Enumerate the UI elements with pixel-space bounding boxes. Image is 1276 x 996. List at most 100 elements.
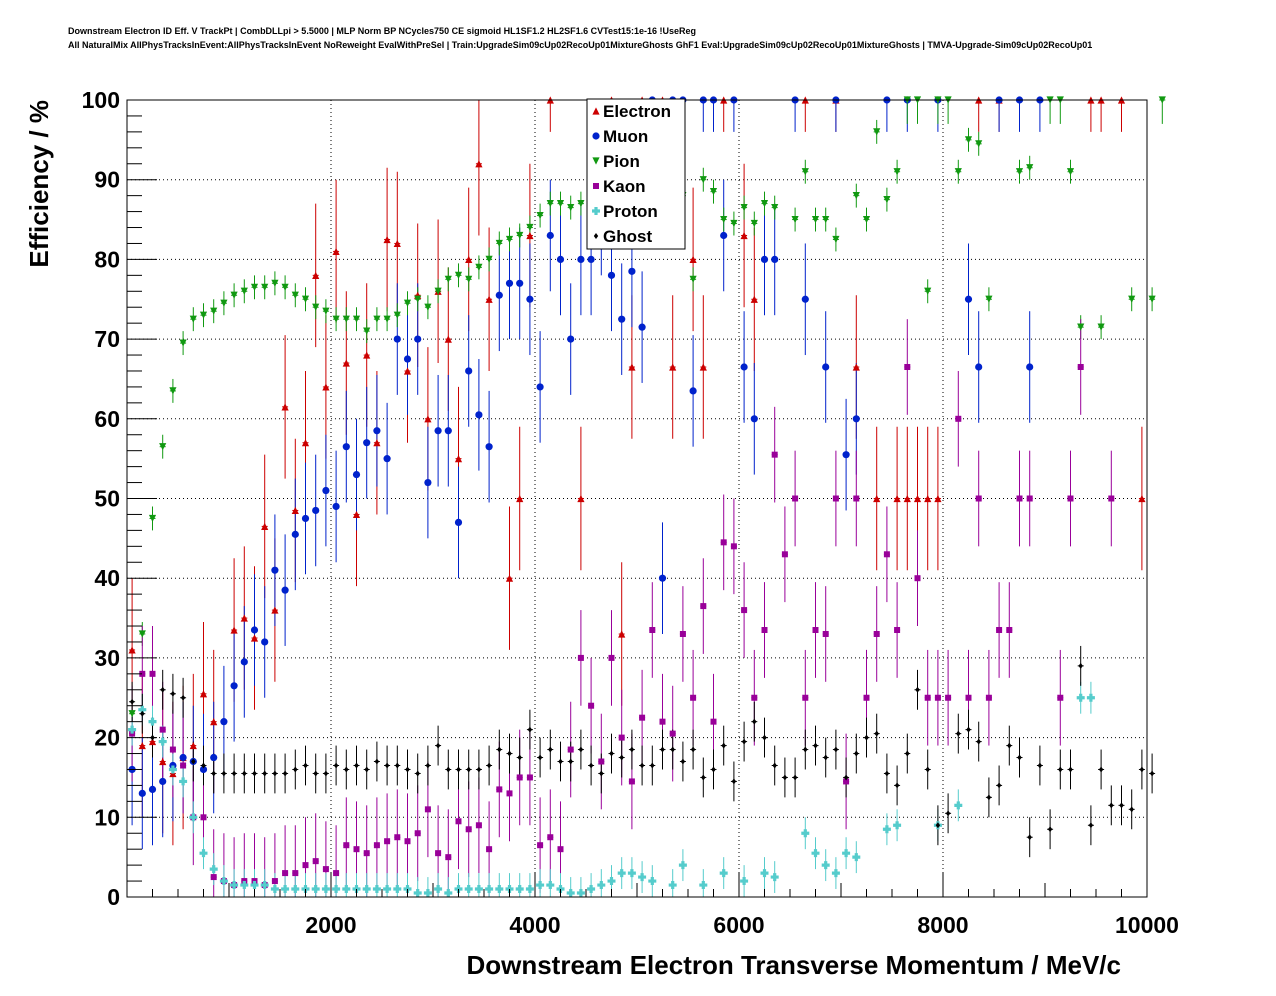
muon-point xyxy=(567,335,575,343)
kaon-point xyxy=(996,627,1003,634)
electron-point xyxy=(444,335,452,343)
kaon-point xyxy=(333,870,340,877)
electron-point xyxy=(699,363,707,371)
legend-kaon-marker xyxy=(593,183,599,189)
header-line-2: All NaturalMix AllPhysTracksInEvent:AllP… xyxy=(68,40,1092,50)
proton-point xyxy=(423,889,432,898)
kaon-point xyxy=(1006,627,1013,634)
proton-point xyxy=(362,885,371,894)
ghost-point xyxy=(395,762,400,769)
kaon-point xyxy=(547,834,554,841)
electron-point xyxy=(913,494,922,503)
ghost-point xyxy=(221,770,227,777)
ghost-point xyxy=(1139,766,1145,773)
kaon-point xyxy=(853,495,860,502)
ghost-point xyxy=(497,746,502,753)
pion-point xyxy=(332,315,340,323)
kaon-point xyxy=(159,726,166,733)
pion-point xyxy=(567,203,575,212)
ghost-point xyxy=(1068,766,1073,773)
ghost-point xyxy=(211,770,216,777)
ghost-point xyxy=(690,746,696,753)
kaon-point xyxy=(169,746,176,753)
ghost-point xyxy=(609,750,614,757)
ghost-point xyxy=(568,758,573,765)
electron-point xyxy=(199,690,208,698)
kaon-point xyxy=(180,762,187,769)
muon-point xyxy=(393,335,401,343)
ghost-point xyxy=(1109,802,1114,809)
proton-point xyxy=(893,821,902,830)
ghost-point xyxy=(599,770,604,777)
ghost-point xyxy=(1088,822,1094,829)
muon-point xyxy=(342,443,350,451)
ghost-point xyxy=(701,774,706,781)
ghost-point xyxy=(191,758,196,765)
y-tick-label: 10 xyxy=(94,804,120,830)
proton-point xyxy=(495,885,504,894)
pion-point xyxy=(862,215,871,224)
x-tick-label: 6000 xyxy=(713,912,764,938)
proton-point xyxy=(678,861,687,870)
kaon-point xyxy=(210,874,217,881)
muon-point xyxy=(618,315,626,323)
proton-point xyxy=(372,885,381,894)
electron-point xyxy=(250,634,259,642)
proton-point xyxy=(597,881,606,890)
pion-point xyxy=(750,219,758,228)
electron-point xyxy=(342,359,350,367)
ghost-point xyxy=(864,734,869,741)
kaon-point xyxy=(934,694,941,701)
pion-point xyxy=(1077,323,1085,331)
proton-point xyxy=(852,853,861,862)
ghost-point xyxy=(262,770,267,777)
legend-box xyxy=(586,98,686,250)
pion-point xyxy=(924,287,932,295)
kaon-point xyxy=(475,822,482,829)
ghost-point xyxy=(956,730,961,737)
pion-point xyxy=(373,315,381,323)
kaon-point xyxy=(802,694,809,701)
kaon-point xyxy=(608,654,615,661)
ghost-point xyxy=(639,762,645,769)
muon-point xyxy=(852,415,860,423)
kaon-point xyxy=(557,846,564,853)
kaon-point xyxy=(812,627,819,634)
kaon-point xyxy=(781,551,788,558)
proton-point xyxy=(189,813,198,822)
pion-point xyxy=(801,168,809,176)
kaon-point xyxy=(598,758,605,765)
electron-point xyxy=(618,630,626,638)
pion-point xyxy=(852,192,860,200)
kaon-point xyxy=(312,858,319,865)
legend-muon-label: Muon xyxy=(603,127,648,146)
muon-point xyxy=(301,514,310,523)
electron-point xyxy=(383,235,391,244)
kaon-point xyxy=(700,603,707,610)
ghost-point xyxy=(548,746,553,753)
kaon-point xyxy=(435,850,442,857)
kaon-point xyxy=(771,451,778,458)
kaon-point xyxy=(628,778,635,785)
y-tick-label: 20 xyxy=(94,725,120,751)
pion-point xyxy=(403,299,412,307)
kaon-point xyxy=(1026,495,1033,502)
pion-point xyxy=(363,327,371,335)
electron-point xyxy=(363,351,371,359)
kaon-point xyxy=(904,363,911,370)
ghost-point xyxy=(772,762,777,769)
muon-point xyxy=(403,355,412,363)
muon-point xyxy=(434,427,442,435)
header-line-1: Downstream Electron ID Eff. V TrackPt | … xyxy=(68,26,696,36)
proton-point xyxy=(607,877,616,886)
legend-pion-label: Pion xyxy=(603,152,640,171)
electron-point xyxy=(301,439,310,447)
electron-point xyxy=(689,255,697,263)
kaon-point xyxy=(679,630,686,637)
kaon-point xyxy=(985,694,992,701)
kaon-point xyxy=(639,714,646,721)
ghost-point xyxy=(333,762,339,769)
proton-point xyxy=(444,889,453,898)
axis-ticks xyxy=(126,99,1148,898)
